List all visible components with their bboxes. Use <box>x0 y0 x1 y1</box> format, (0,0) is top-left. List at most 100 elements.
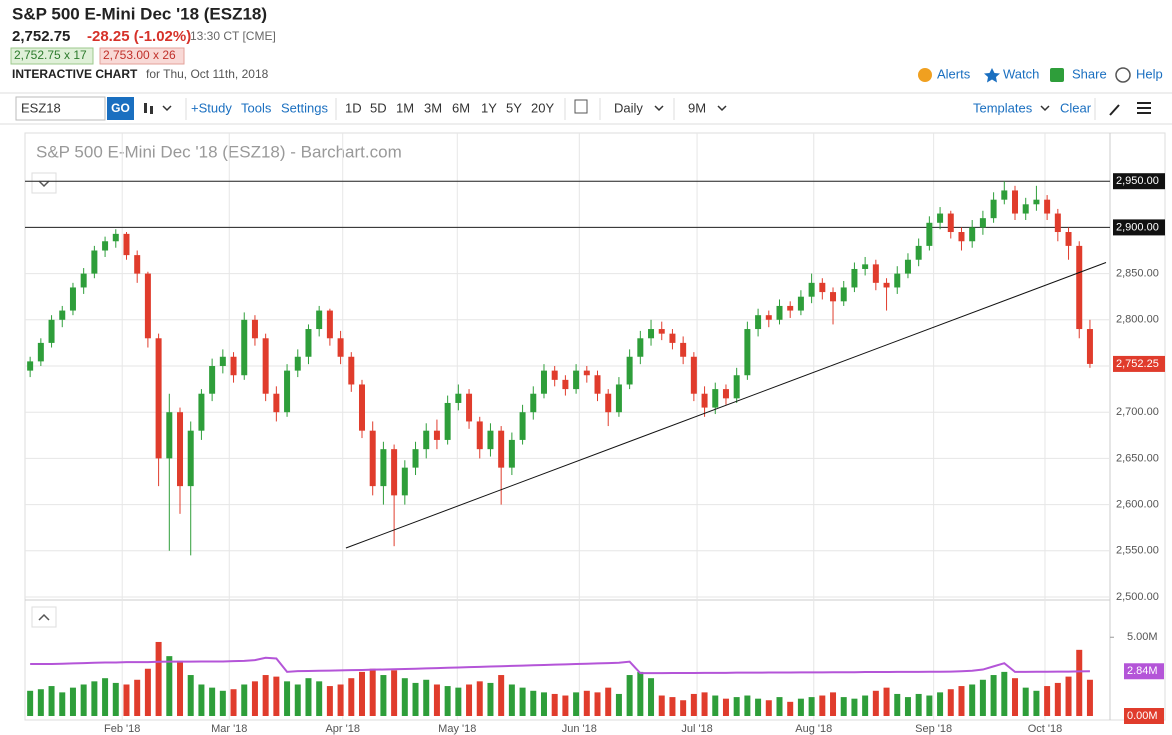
volume-bar <box>155 641 162 716</box>
y-tick-label: 2,650.00 <box>1116 452 1159 464</box>
candle-body <box>134 255 141 274</box>
volume-bar <box>894 693 901 716</box>
bid: 2,752.75 x 17 <box>14 48 87 62</box>
volume-bar <box>455 687 462 716</box>
volume-bar <box>937 692 944 716</box>
header-action[interactable]: Help <box>1136 66 1163 81</box>
candle-body <box>37 342 44 362</box>
candle-body <box>48 319 55 343</box>
candle-body <box>112 233 119 242</box>
candle-body <box>123 233 130 256</box>
candle-body <box>444 402 451 440</box>
volume-bar <box>1022 687 1029 716</box>
period-button[interactable]: 3M <box>424 100 442 115</box>
candle-body <box>198 393 205 431</box>
toolbar-item[interactable]: +Study <box>191 100 232 115</box>
expand-icon[interactable] <box>1109 104 1120 116</box>
candle-body <box>862 264 869 269</box>
period-button[interactable]: 1M <box>396 100 414 115</box>
candle-body <box>658 329 665 334</box>
go-button-text[interactable]: GO <box>111 101 130 115</box>
volume-bar <box>1065 676 1072 716</box>
candle-body <box>830 292 837 302</box>
y-tick-label: 2,900.00 <box>1116 221 1159 233</box>
volume-bar <box>637 671 644 716</box>
period-button[interactable]: 6M <box>452 100 470 115</box>
volume-bar <box>530 690 537 716</box>
candle-body <box>594 375 601 394</box>
candle-body <box>904 259 911 274</box>
candle-body <box>819 282 826 293</box>
volume-bar <box>787 701 794 716</box>
candle-body <box>476 421 483 450</box>
menu-icon[interactable] <box>1137 102 1151 114</box>
candle-body <box>219 356 226 366</box>
candle-body <box>1001 190 1008 200</box>
volume-bar <box>262 675 269 716</box>
symbol-input-text[interactable]: ESZ18 <box>21 100 61 115</box>
candle-body <box>690 356 697 394</box>
volume-bar <box>187 675 194 716</box>
collapse-icon[interactable] <box>38 180 50 188</box>
volume-bar <box>134 679 141 716</box>
header-action[interactable]: Alerts <box>937 66 971 81</box>
help-icon[interactable] <box>1115 67 1131 83</box>
period-button[interactable]: 5Y <box>506 100 522 115</box>
alert-icon[interactable] <box>918 68 932 82</box>
collapse-icon[interactable] <box>38 613 50 621</box>
volume-bar <box>48 686 55 716</box>
dropdown-arrow[interactable] <box>654 105 664 112</box>
period-button[interactable]: 1Y <box>481 100 497 115</box>
volume-bar <box>112 682 119 716</box>
volume-bar <box>573 692 580 716</box>
period-button[interactable]: 20Y <box>531 100 554 115</box>
price-label-box <box>1113 173 1165 190</box>
watch-icon[interactable] <box>984 68 1000 83</box>
collapse-button[interactable] <box>31 606 57 628</box>
volume-bar <box>401 678 408 716</box>
volume-bar <box>337 684 344 716</box>
candle-body <box>284 370 291 413</box>
calendar-icon[interactable] <box>574 99 588 114</box>
volume-bar <box>701 692 708 716</box>
symbol-input[interactable] <box>15 96 106 121</box>
y-tick-label: 2,600.00 <box>1116 499 1159 511</box>
volume-bar <box>626 675 633 716</box>
candle-body <box>947 213 954 233</box>
header-action[interactable]: Share <box>1072 66 1107 81</box>
candle-body <box>540 370 547 394</box>
candle-body <box>669 333 676 343</box>
candle-body <box>701 393 708 408</box>
range-select[interactable]: 9M <box>688 100 706 115</box>
volume-bar <box>658 695 665 716</box>
header-action[interactable]: Watch <box>1003 66 1039 81</box>
dropdown-arrow[interactable] <box>1040 105 1050 112</box>
dropdown-arrow[interactable] <box>717 105 727 112</box>
toolbar-item[interactable]: Settings <box>281 100 328 115</box>
candle-body <box>1076 245 1083 330</box>
period-button[interactable]: 1D <box>345 100 362 115</box>
volume-bar <box>797 698 804 716</box>
volume-bar <box>744 695 751 716</box>
go-button[interactable] <box>107 97 134 120</box>
collapse-button[interactable] <box>31 172 57 194</box>
interval-select[interactable]: Daily <box>614 100 643 115</box>
candle-body <box>551 370 558 380</box>
symbol-title: S&P 500 E-Mini Dec '18 (ESZ18) <box>12 4 267 23</box>
candle-body <box>498 430 505 468</box>
candle-body <box>155 338 162 459</box>
x-tick-label: May '18 <box>438 723 476 735</box>
templates-button[interactable]: Templates <box>973 100 1033 115</box>
toolbar-item[interactable]: Tools <box>241 100 272 115</box>
candle-body <box>722 389 729 399</box>
clear-button[interactable]: Clear <box>1060 100 1092 115</box>
candle-type-icon[interactable] <box>144 103 172 114</box>
share-icon[interactable] <box>1050 68 1064 82</box>
volume-bar <box>669 697 676 716</box>
y-tick-label: 2,800.00 <box>1116 314 1159 326</box>
candle-body <box>990 199 997 219</box>
x-tick-label: Jul '18 <box>681 723 712 735</box>
period-button[interactable]: 5D <box>370 100 387 115</box>
